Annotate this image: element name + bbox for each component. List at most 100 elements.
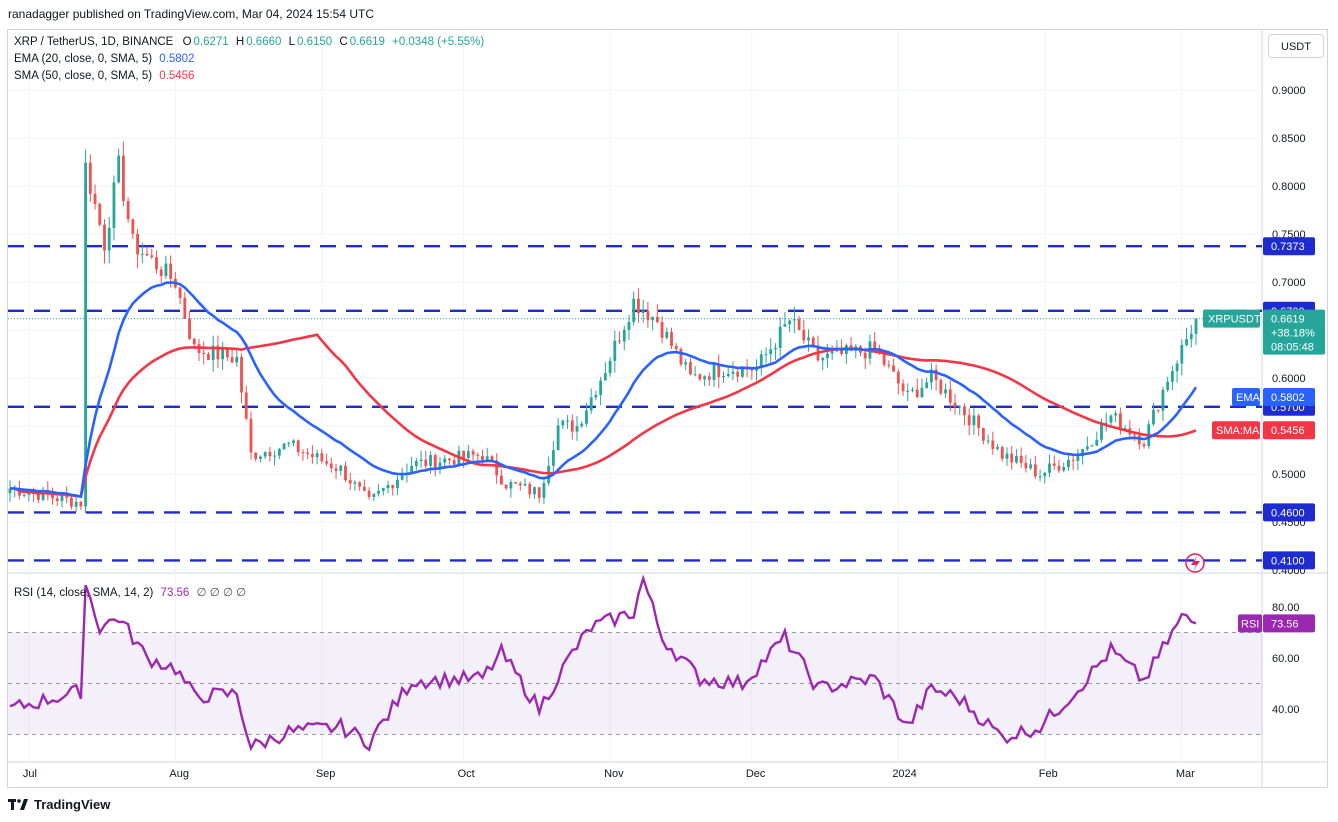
candle-body: [22, 494, 26, 496]
candle-body: [183, 297, 187, 319]
legend-high-label: H: [235, 36, 245, 48]
candle-body: [287, 442, 291, 444]
candle-body: [1100, 423, 1103, 440]
candle-body: [826, 353, 829, 359]
candle-body: [400, 474, 404, 480]
candle-body: [277, 448, 281, 456]
candle-body: [192, 338, 196, 345]
candle-body: [438, 462, 442, 469]
time-tick-label: Dec: [746, 768, 766, 780]
candle-body: [126, 201, 130, 220]
time-tick-label: Sep: [316, 768, 336, 780]
candle-body: [310, 453, 314, 458]
candle-body: [448, 458, 451, 461]
candle-body: [55, 498, 59, 501]
candle-body: [315, 453, 319, 458]
candle-body: [533, 487, 536, 495]
candle-body: [585, 410, 588, 424]
level-tag: [1263, 503, 1315, 522]
candle-body: [1019, 455, 1023, 463]
candle-body: [925, 382, 929, 388]
level-tag: [1263, 551, 1315, 570]
candle-body: [1123, 428, 1127, 430]
candle-body: [929, 369, 933, 383]
candle-body: [740, 366, 744, 377]
price-tick-label: 0.7000: [1272, 277, 1306, 289]
candle-body: [429, 455, 432, 466]
candle-body: [235, 356, 239, 363]
sma-value-tag-text: 0.5456: [1271, 425, 1305, 437]
candle-body: [131, 219, 135, 234]
ema-legend-label: EMA (20, close, 0, SMA, 5): [14, 53, 153, 65]
candle-body: [178, 287, 182, 298]
candle-body: [632, 298, 636, 323]
rsi-line: [9, 574, 1197, 752]
time-tick-label: Mar: [1176, 768, 1195, 780]
candle-body: [225, 348, 229, 358]
candle-body: [471, 451, 475, 455]
candle-body: [452, 460, 456, 465]
candle-body: [65, 495, 69, 498]
candle-body: [433, 455, 437, 469]
rsi-value-tag-text: 73.56: [1271, 618, 1299, 630]
sma-50-line: [10, 333, 1197, 499]
candle-body: [84, 162, 88, 507]
time-tick-label: Aug: [169, 768, 189, 780]
candle-body: [674, 345, 678, 350]
rsi-tag: [1238, 614, 1262, 633]
candle-body: [51, 494, 54, 499]
candle-body: [1161, 389, 1165, 411]
candle-body: [1085, 446, 1089, 450]
candle-body: [948, 389, 952, 403]
candle-body: [419, 459, 423, 462]
currency-button[interactable]: USDT: [1268, 34, 1324, 58]
candle-body: [556, 425, 560, 451]
candle-body: [353, 482, 357, 484]
candle-body: [1052, 463, 1056, 466]
time-tick-label: Oct: [458, 768, 475, 780]
footer-brand[interactable]: TradingView: [8, 797, 110, 812]
candle-body: [358, 482, 362, 487]
candle-body: [783, 324, 787, 327]
candle-body: [670, 332, 673, 346]
candle-body: [915, 389, 919, 398]
candle-body: [1090, 445, 1094, 447]
ema-legend-value: 0.5802: [159, 53, 195, 65]
candle-body: [797, 319, 801, 330]
candle-body: [873, 341, 877, 349]
lightning-icon[interactable]: [1185, 553, 1205, 573]
candle-body: [1005, 453, 1009, 459]
candle-body: [703, 376, 707, 380]
candle-body: [972, 415, 976, 426]
candle-body: [608, 360, 612, 374]
price-tag: [1263, 309, 1325, 355]
candle-body: [1194, 318, 1198, 334]
candle-body: [887, 364, 891, 366]
candle-body: [221, 348, 225, 360]
rsi-tick-label: 40.00: [1272, 704, 1300, 716]
candle-body: [589, 397, 593, 411]
candle-body: [575, 426, 579, 432]
candle-body: [566, 420, 569, 422]
candle-body: [1133, 434, 1136, 436]
candle-body: [1029, 464, 1033, 469]
candle-body: [320, 453, 324, 462]
candle-body: [622, 329, 626, 342]
candle-body: [1152, 409, 1155, 425]
candle-body: [769, 349, 773, 355]
candle-body: [1109, 415, 1113, 423]
candle-body: [367, 490, 371, 498]
ema-tag-label: EMA: [1236, 392, 1261, 404]
candle-body: [1000, 447, 1004, 459]
candle-body: [499, 475, 503, 485]
candle-body: [1180, 344, 1184, 364]
candle-body: [811, 337, 815, 346]
candle-body: [958, 406, 962, 408]
candle-body: [778, 326, 782, 348]
candle-body: [391, 484, 395, 489]
candle-body: [476, 454, 480, 456]
candle-body: [570, 420, 574, 432]
legend-low: 0.6150: [297, 36, 333, 48]
rsi-value-tag: [1263, 614, 1315, 633]
